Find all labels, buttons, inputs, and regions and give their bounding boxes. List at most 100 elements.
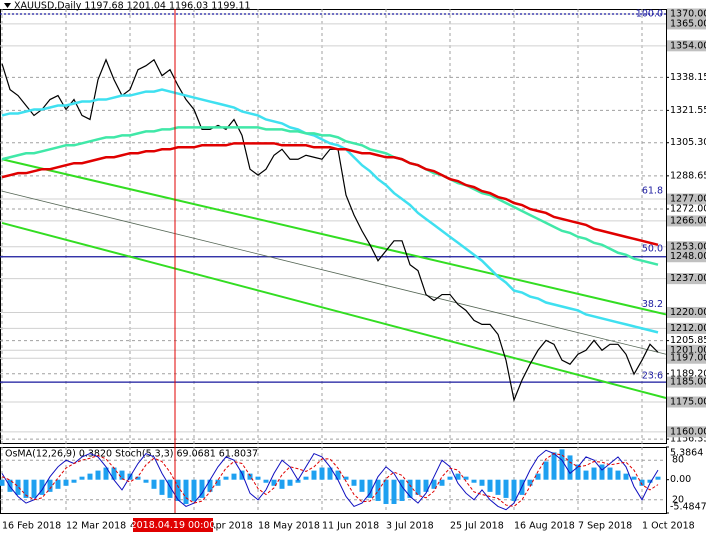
crosshair-label: 2018.04.19 00:00 [131,520,216,531]
price-line [1,58,659,403]
osma-bar [343,476,349,480]
y-tick-label: 1338.15 [670,72,706,83]
osma-bar [191,479,197,501]
osma-bar [631,476,637,480]
osma-bar [311,470,317,480]
osma-bar [0,479,5,486]
moving-average [1,88,659,334]
level-label: 1266.00 [670,215,706,226]
osma-bar [503,479,509,498]
osma-bar [279,479,285,489]
osma-bar [119,470,125,480]
osma-bar [599,464,605,480]
x-tick-label: 26 Apr 2018 [194,521,253,532]
level-box [667,376,706,388]
osma-bar [455,473,461,480]
level-box [667,18,706,30]
osma-bar [23,479,29,498]
osma-bar [255,476,261,480]
osma-bar [559,449,565,480]
level-label: 1370.00 [670,8,706,19]
y-tick-label: 5.3864 [670,448,703,459]
osma-bar [327,467,333,480]
level-label: 1277.00 [670,194,706,205]
osma-bar [79,476,85,480]
osma-bar [295,479,301,483]
osma-bar [183,479,189,504]
price-panel [0,9,667,444]
osma-bar [375,479,381,501]
osma-bar [95,470,101,480]
osma-bar [655,476,661,480]
osma-bar [359,479,365,492]
osma-bar [527,479,533,486]
osma-bar [111,467,117,480]
level-label: 1354.00 [670,40,706,51]
osma-bar [319,467,325,480]
osma-bar [551,452,557,480]
level-box [667,241,706,253]
osma-bar [263,479,269,483]
osma-bar [103,467,109,480]
level-label: 1253.00 [670,241,706,252]
x-tick-label: 18 May 2018 [258,521,320,532]
level-box [667,396,706,408]
symbol-header: XAUUSD,Daily 1197.68 1201.04 1196.03 119… [14,1,251,12]
y2-tick-label: 80 [672,455,684,466]
osma-bar [567,455,573,480]
level-box [667,40,706,52]
level-label: 1201.00 [670,345,706,356]
level-label: 1365.00 [670,18,706,29]
fib-label: 50.0 [642,243,663,254]
trend-line [1,158,667,316]
level-label: 1212.00 [670,323,706,334]
osma-bar [215,479,221,486]
stochastic-line [1,449,659,511]
moving-average [1,126,659,266]
osma-bar [287,479,293,486]
y-tick-label: 1156.35 [670,434,706,445]
level-label: 1175.00 [670,397,706,408]
x-tick-label: 11 Jun 2018 [322,521,379,532]
x-tick-label: 25 Jul 2018 [450,521,504,532]
osma-bar [175,479,181,501]
y-tick-label: 1288.65 [670,170,706,181]
level-box [667,322,706,334]
osma-bar [335,470,341,480]
osma-bar [615,470,621,480]
trend-line [1,221,667,399]
osma-bar [431,479,437,489]
osma-bar [15,479,21,495]
menu-triangle [4,3,11,8]
x-tick-label: 7 Sep 2018 [578,521,632,532]
osma-bar [199,479,205,498]
x-tick-label: 3 Jul 2018 [386,521,434,532]
level-label: 1160.00 [670,426,706,437]
stochastic-line [1,453,659,507]
osma-bar [63,479,69,486]
level-box [667,344,706,356]
osma-bar [143,479,149,483]
level-box [667,352,706,364]
osma-bar [511,479,517,501]
osma-bar [407,479,413,498]
osma-bar [607,467,613,480]
osma-bar [383,479,389,504]
osma-bar [591,467,597,480]
osma-bar [39,479,45,495]
level-label: 1237.00 [670,273,706,284]
y-tick-label: -5.4847 [670,502,706,513]
osma-bar [167,479,173,498]
osma-bar [367,479,373,498]
osma-bar [495,479,501,495]
x-tick-label: 16 Feb 2018 [2,521,61,532]
moving-average [1,142,659,247]
osma-bar [71,479,77,483]
level-box [667,251,706,263]
osma-bar [247,473,253,480]
crosshair-box [133,518,213,532]
osma-bar [271,479,277,486]
y-tick-label: 1272.00 [670,203,706,214]
trend-line [1,190,667,355]
